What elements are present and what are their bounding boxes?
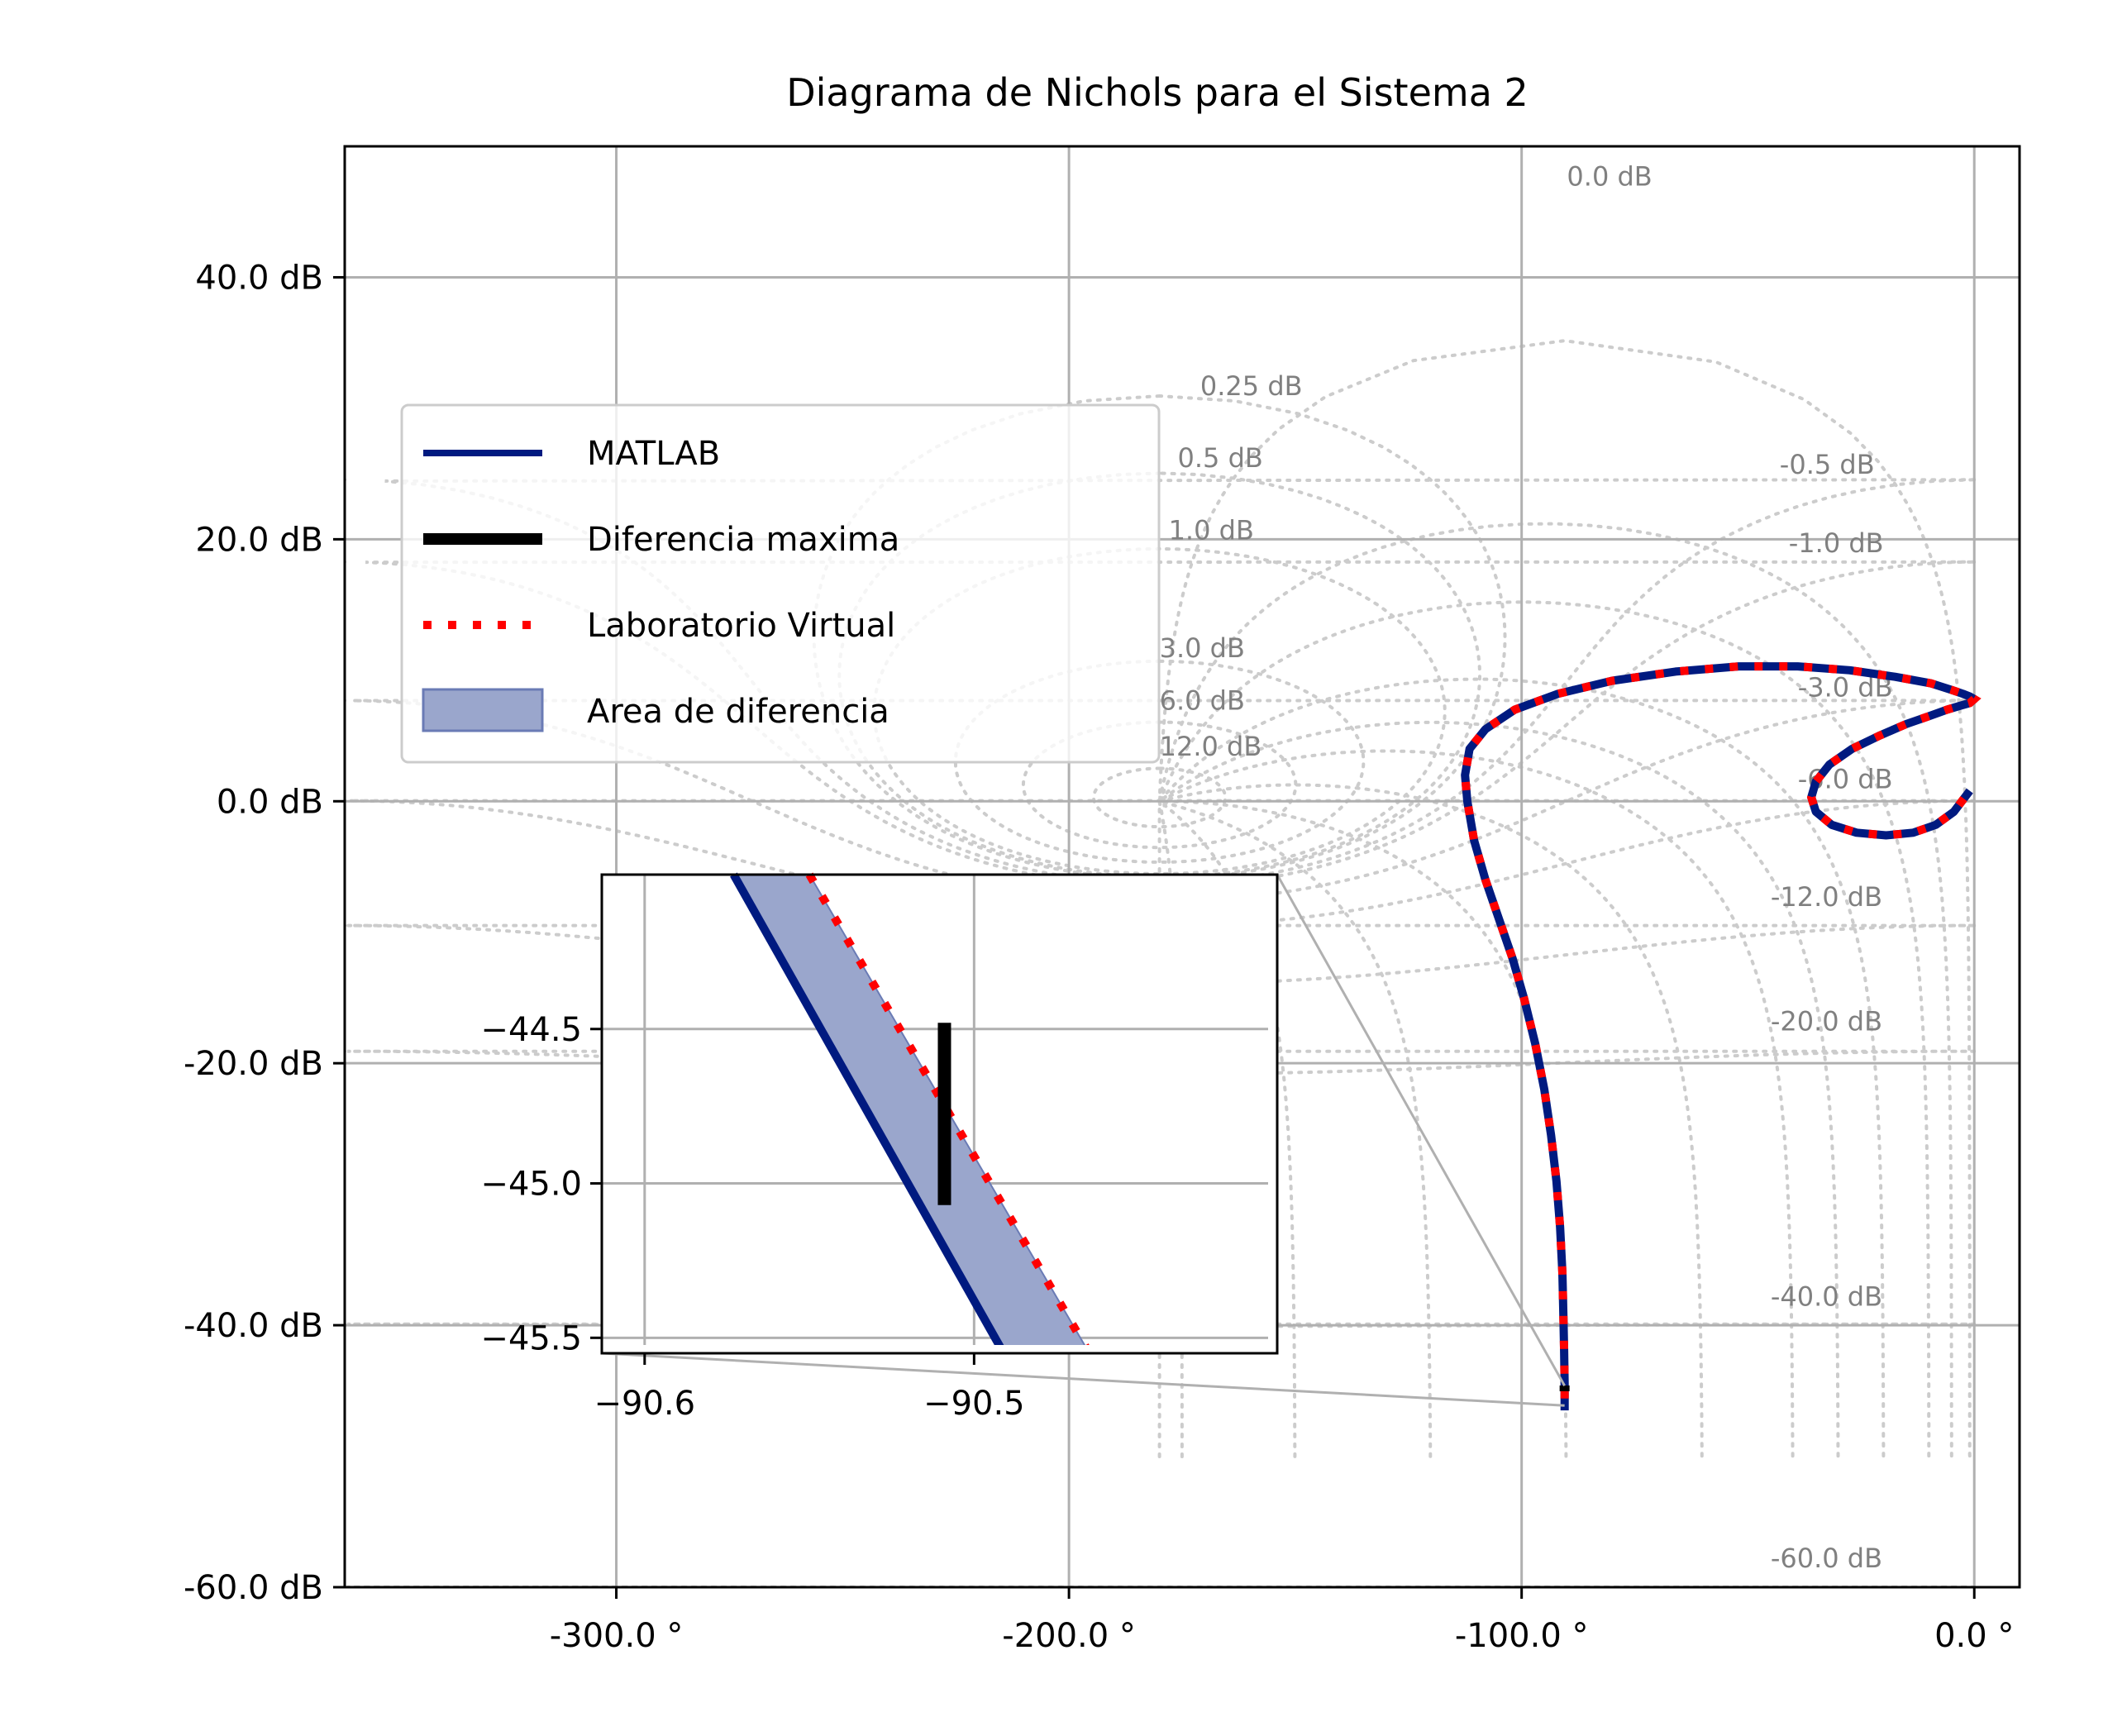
- legend: MATLAB Diferencia maxima Laboratorio Virtu…: [400, 403, 1161, 764]
- main-axes-frame: [343, 145, 2021, 1589]
- y-tick-label: 20.0 dB: [195, 521, 323, 559]
- inset-y-tick-label: −44.5: [480, 1011, 582, 1049]
- contour-phase-line: [1158, 720, 1840, 1458]
- series-matlab-line: [1461, 662, 1979, 1411]
- contour-phase-line: [1157, 522, 1953, 1458]
- contour-phase-line: [1157, 600, 1931, 1458]
- contour-label: -20.0 dB: [1771, 1006, 1882, 1037]
- contour-magnitude-line: [349, 799, 1977, 928]
- y-tick-label: 0.0 dB: [217, 783, 323, 821]
- contour-label: 0.0 dB: [1567, 161, 1652, 193]
- y-tick-label: 40.0 dB: [195, 259, 323, 297]
- contour-phase-line: [1158, 749, 1795, 1458]
- legend-label: Diferencia maxima: [587, 521, 899, 559]
- inset-frame: [600, 873, 1279, 1355]
- x-tick-label: -300.0 °: [550, 1617, 684, 1655]
- inset-connector-line: [1276, 874, 1566, 1386]
- legend-label: MATLAB: [587, 435, 720, 473]
- x-tick-label: -200.0 °: [1002, 1617, 1136, 1655]
- inset-connector-line: [601, 1352, 1565, 1407]
- inset-matlab-line: [730, 872, 1004, 1345]
- contour-label: -1.0 dB: [1789, 527, 1884, 559]
- contour-label: 6.0 dB: [1160, 684, 1245, 716]
- inset-x-tick-label: −90.6: [594, 1385, 696, 1423]
- contour-label: 3.0 dB: [1160, 632, 1245, 664]
- chart-title: Diagrama de Nichols para el Sistema 2: [786, 70, 1529, 115]
- legend-box: [400, 403, 1161, 764]
- y-tick-label: -60.0 dB: [184, 1569, 323, 1607]
- legend-label: Area de diferencia: [587, 693, 889, 731]
- y-tick-label: -40.0 dB: [184, 1307, 323, 1345]
- x-tick-label: -100.0 °: [1455, 1617, 1589, 1655]
- inset-y-tick-label: −45.0: [480, 1166, 582, 1204]
- contour-magnitude-line: [1092, 766, 1228, 829]
- inset-zoom-plot: −90.6 −90.5 −44.5 −45.0 −45.5: [480, 872, 1566, 1423]
- contour-label: -12.0 dB: [1771, 881, 1882, 913]
- contour-phase-line: [1158, 677, 1886, 1458]
- contour-label: -60.0 dB: [1771, 1543, 1882, 1574]
- y-tick-label: -20.0 dB: [184, 1045, 323, 1083]
- contour-label: 0.5 dB: [1178, 442, 1263, 474]
- legend-swatch-area: [422, 688, 544, 732]
- contour-label: 0.25 dB: [1200, 370, 1303, 402]
- legend-label: Laboratorio Virtual: [587, 607, 895, 645]
- contour-phase-line: [1158, 783, 1704, 1458]
- contour-label: -0.5 dB: [1780, 449, 1875, 480]
- x-tick-label: 0.0 °: [1934, 1617, 2014, 1655]
- contour-phase-line: [1157, 339, 1972, 1458]
- inset-x-tick-label: −90.5: [923, 1385, 1025, 1423]
- contour-phase-line: [1158, 799, 1433, 1458]
- contour-label: 12.0 dB: [1160, 731, 1262, 762]
- contour-label: -40.0 dB: [1771, 1281, 1882, 1312]
- inset-y-tick-label: −45.5: [480, 1319, 582, 1357]
- contour-label: 1.0 dB: [1169, 514, 1254, 546]
